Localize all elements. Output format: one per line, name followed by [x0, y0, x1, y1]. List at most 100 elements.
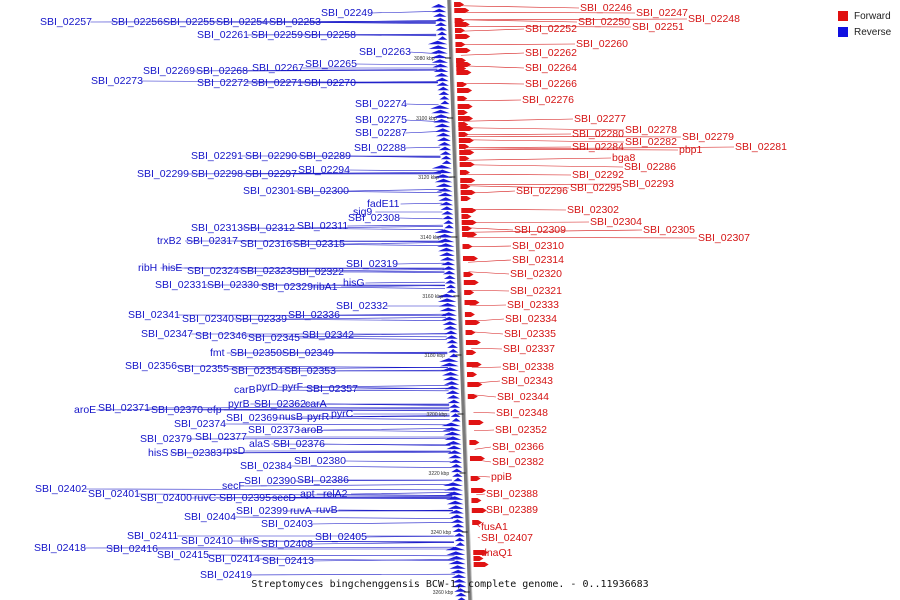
- forward-feature-arrow: [465, 320, 481, 325]
- reverse-leader-line: [237, 270, 445, 273]
- forward-gene-label: SBI_02292: [572, 169, 624, 181]
- reverse-feature-arrow: [446, 445, 462, 450]
- reverse-feature-arrow: [431, 165, 452, 169]
- ruler-tick-label: 3240 kbp: [431, 530, 452, 536]
- reverse-feature-arrow: [451, 574, 467, 578]
- reverse-feature-arrow: [450, 519, 465, 523]
- reverse-gene-label: SBI_02273: [91, 75, 143, 87]
- reverse-feature-arrow: [440, 312, 457, 316]
- reverse-gene-label: SBI_02313: [191, 222, 243, 234]
- reverse-feature-arrow: [435, 128, 451, 132]
- reverse-leader-line: [350, 492, 453, 495]
- reverse-feature-arrow: [432, 169, 452, 174]
- forward-feature-arrow: [456, 58, 467, 63]
- forward-gene-label: SBI_02260: [576, 38, 628, 50]
- reverse-leader-line: [294, 479, 452, 482]
- forward-leader-line: [465, 183, 622, 186]
- reverse-leader-line: [232, 318, 447, 321]
- reverse-feature-arrow: [457, 597, 466, 600]
- reverse-gene-label: SBI_02386: [297, 474, 349, 486]
- forward-leader-line: [460, 28, 525, 32]
- forward-leader-line: [471, 347, 503, 350]
- forward-feature-arrow: [473, 562, 489, 567]
- forward-feature-arrow: [463, 272, 474, 277]
- reverse-gene-label: aroE: [74, 404, 96, 416]
- forward-gene-label: bga8: [612, 152, 636, 164]
- forward-gene-label: SBI_02389: [486, 504, 538, 516]
- reverse-leader-line: [236, 240, 444, 243]
- forward-leader-line: [468, 259, 512, 263]
- reverse-gene-label: SBI_02330: [207, 279, 259, 291]
- forward-leader-line: [459, 11, 636, 14]
- forward-feature-arrow: [458, 132, 469, 137]
- forward-gene-label: SBI_02348: [496, 407, 548, 419]
- reverse-feature-arrow: [429, 50, 448, 54]
- reverse-feature-arrow: [452, 579, 467, 583]
- reverse-gene-label: SBI_02322: [292, 266, 344, 278]
- reverse-leader-line: [258, 558, 455, 561]
- reverse-gene-label: SBI_02416: [106, 543, 158, 555]
- forward-gene-label: SBI_02252: [525, 23, 577, 35]
- genome-caption: Streptomyces bingchenggensis BCW-1, comp…: [251, 579, 649, 590]
- reverse-leader-line: [405, 131, 440, 134]
- forward-gene-label: SBI_02309: [514, 224, 566, 236]
- reverse-gene-label: ruvC: [194, 492, 217, 504]
- reverse-feature-arrow: [453, 533, 465, 537]
- forward-feature-arrow: [462, 256, 478, 261]
- reverse-feature-arrow: [445, 496, 464, 500]
- forward-gene-label: SBI_02366: [492, 441, 544, 453]
- forward-leader-line: [471, 366, 502, 369]
- reverse-gene-label: carB: [234, 384, 256, 396]
- reverse-feature-arrow: [453, 583, 467, 588]
- reverse-feature-arrow: [450, 464, 463, 468]
- reverse-gene-label: nusB: [279, 411, 303, 423]
- forward-leader-line: [463, 139, 625, 143]
- reverse-leader-line: [224, 423, 450, 426]
- reverse-gene-label: SBI_02403: [261, 518, 313, 530]
- reverse-gene-label: fadE11: [367, 198, 400, 210]
- forward-gene-label: SBI_02304: [590, 216, 642, 228]
- forward-feature-arrow: [456, 66, 467, 71]
- forward-leader-line: [464, 157, 612, 161]
- reverse-gene-label: SBI_02383: [170, 447, 222, 459]
- reverse-gene-label: SBI_02350: [230, 347, 282, 359]
- forward-leader-line: [474, 429, 495, 432]
- forward-feature-arrow: [460, 178, 476, 183]
- forward-feature-arrow: [455, 34, 471, 39]
- reverse-leader-line: [340, 285, 446, 288]
- reverse-gene-label: SBI_02357: [306, 383, 358, 395]
- forward-gene-label: SBI_02284: [572, 141, 624, 153]
- forward-feature-arrow: [471, 498, 482, 503]
- reverse-gene-label: SBI_02339: [235, 313, 287, 325]
- forward-leader-line: [463, 118, 574, 122]
- reverse-feature-arrow: [428, 45, 448, 49]
- reverse-feature-arrow: [449, 514, 465, 519]
- forward-leader-line: [461, 65, 525, 69]
- reverse-gene-label: rpsD: [223, 445, 246, 457]
- forward-leader-line: [459, 25, 632, 28]
- reverse-feature-arrow: [445, 284, 456, 289]
- reverse-leader-line: [332, 352, 448, 355]
- forward-feature-arrow: [464, 290, 475, 295]
- forward-gene-label: SBI_02407: [481, 532, 533, 544]
- reverse-gene-label: SBI_02255: [163, 16, 215, 28]
- reverse-feature-arrow: [434, 22, 447, 26]
- reverse-gene-label: SBI_02390: [244, 475, 296, 487]
- reverse-gene-label: SBI_02259: [251, 29, 303, 41]
- reverse-leader-line: [170, 451, 451, 454]
- reverse-feature-arrow: [447, 505, 464, 509]
- reverse-leader-line: [323, 428, 451, 431]
- forward-leader-line: [461, 82, 525, 85]
- forward-gene-label: SBI_02250: [578, 16, 630, 28]
- reverse-gene-label: SBI_02370: [151, 404, 203, 416]
- reverse-feature-arrow: [439, 307, 457, 312]
- reverse-feature-arrow: [442, 372, 460, 376]
- forward-gene-label: SBI_02302: [567, 204, 619, 216]
- reverse-leader-line: [216, 496, 453, 499]
- reverse-feature-arrow: [446, 289, 457, 293]
- reverse-feature-arrow: [438, 247, 455, 252]
- reverse-gene-label: SBI_02271: [251, 77, 303, 89]
- reverse-leader-line: [223, 409, 450, 412]
- reverse-leader-line: [187, 172, 442, 175]
- legend-reverse-label: Reverse: [854, 26, 892, 38]
